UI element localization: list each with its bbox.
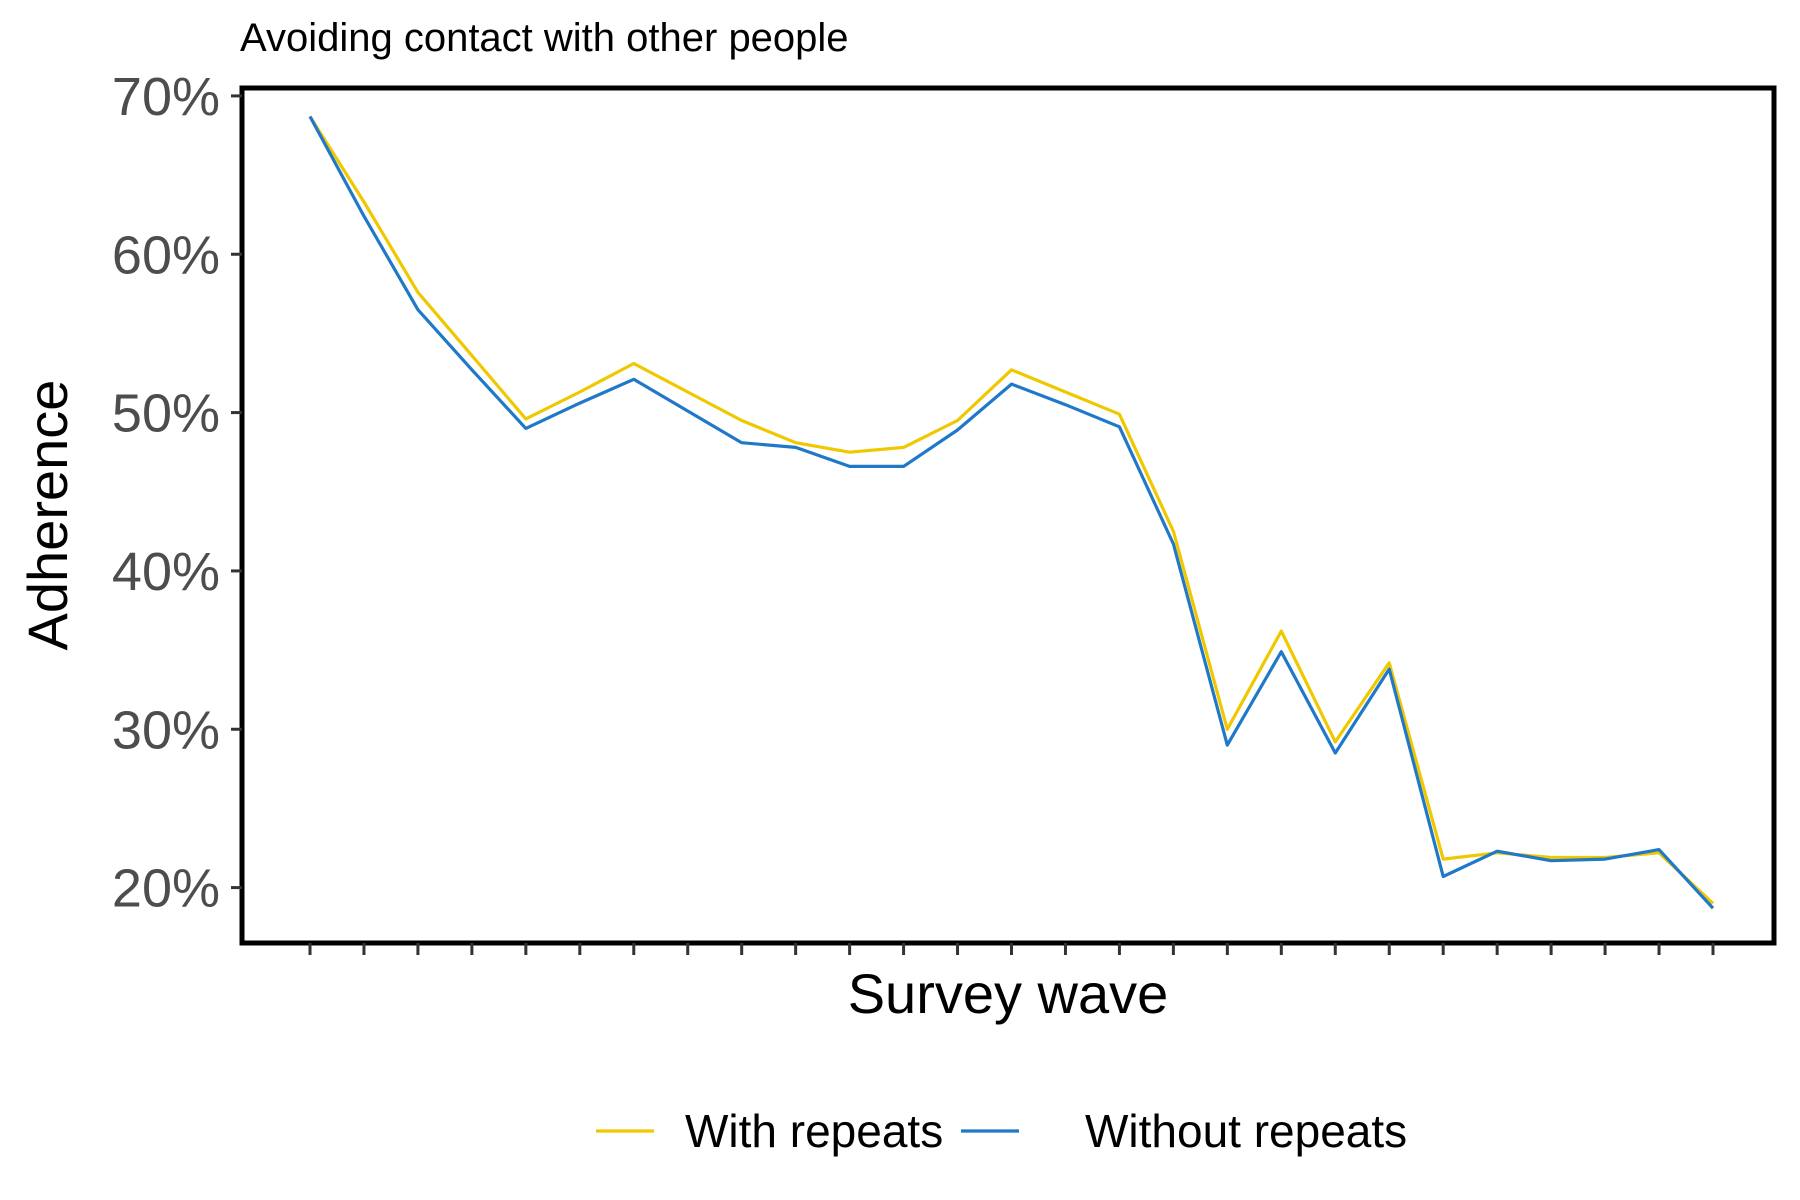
y-tick-label: 70% (112, 67, 220, 127)
legend-label-with-repeats: With repeats (685, 1105, 943, 1157)
y-tick-label: 60% (112, 225, 220, 285)
y-axis: 20% 30% 40% 50% 60% 70% (112, 67, 242, 919)
x-axis (308, 943, 1715, 955)
x-axis-title: Survey wave (848, 962, 1169, 1025)
series-line-without-repeats (308, 115, 1715, 910)
plot-lines (308, 115, 1715, 910)
legend-label-without-repeats: Without repeats (1085, 1105, 1407, 1157)
plot-panel-border (239, 85, 1777, 946)
y-tick-label: 40% (112, 542, 220, 602)
chart-title: Avoiding contact with other people (240, 16, 849, 60)
y-tick-label: 50% (112, 384, 220, 444)
legend: With repeats Without repeats (596, 1105, 1407, 1157)
series-line-with-repeats (308, 115, 1715, 905)
y-tick-label: 30% (112, 700, 220, 760)
y-axis-title: Adherence (16, 380, 79, 651)
y-tick-label: 20% (112, 859, 220, 919)
